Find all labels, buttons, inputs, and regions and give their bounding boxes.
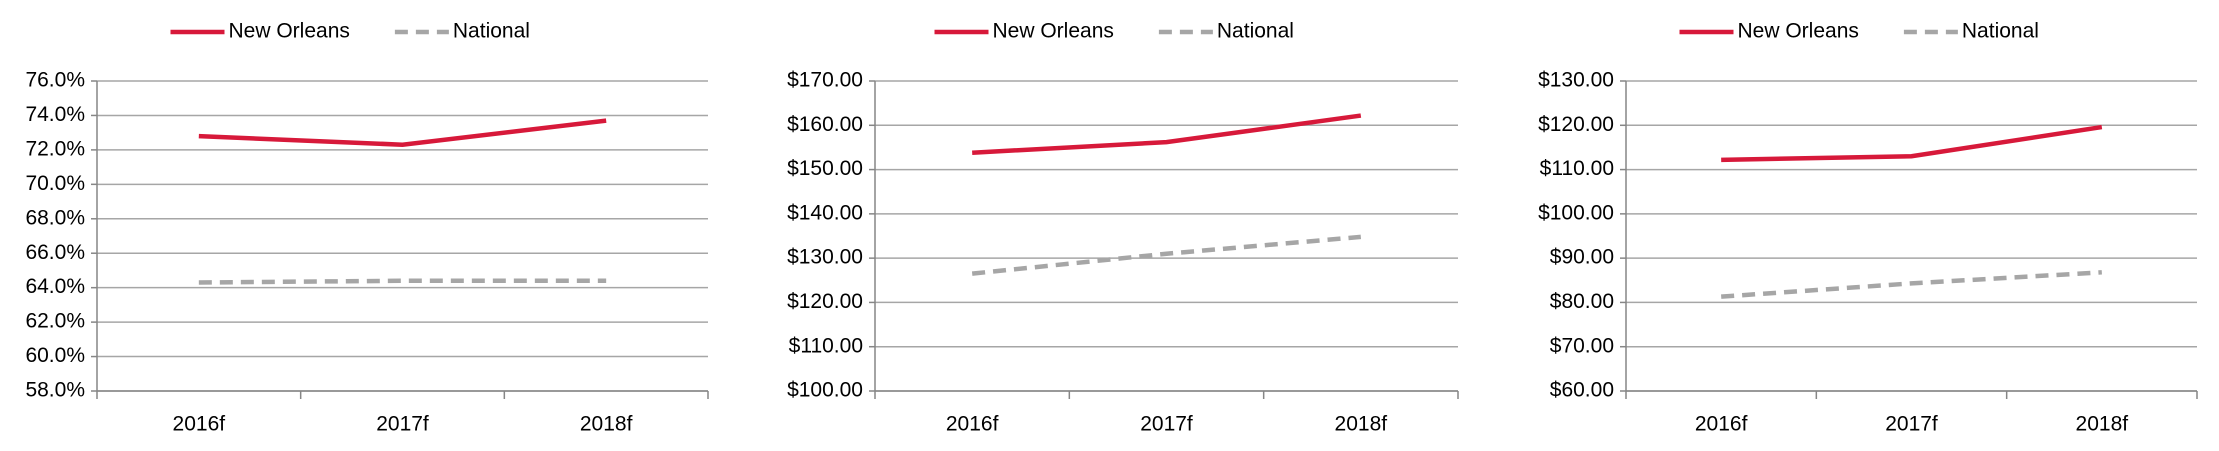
y-tick-label: $150.00 [787,157,863,180]
x-tick-label: 2016f [173,413,226,436]
y-tick-label: $130.00 [1538,69,1614,92]
series-line [1721,270,2102,299]
legend-label: National [1217,20,1294,43]
x-tick-label: 2017f [1885,413,1938,436]
series-line [1721,124,2103,163]
y-tick-label: 72.0% [25,137,85,160]
legend-label: National [1962,20,2039,43]
y-tick-label: $110.00 [789,334,863,357]
y-tick-label: $170.00 [787,69,863,92]
series-line [198,118,607,147]
y-tick-label: $160.00 [787,113,863,136]
legend-label: New Orleans [1738,20,1859,43]
y-tick-label: 58.0% [25,379,85,402]
y-tick-label: 66.0% [25,241,85,264]
y-tick-label: 62.0% [25,310,85,333]
y-tick-label: $90.00 [1550,246,1614,269]
y-tick-label: $120.00 [787,290,863,313]
y-tick-label: 68.0% [25,206,85,229]
x-tick-label: 2017f [376,413,429,436]
x-tick-label: 2016f [1695,413,1748,436]
x-tick-label: 2016f [946,413,999,436]
series-line [971,234,1362,276]
x-tick-label: 2018f [580,413,633,436]
y-tick-label: $100.00 [787,379,863,402]
x-tick-label: 2018f [1335,413,1388,436]
series-line [972,113,1362,155]
y-tick-label: $80.00 [1550,290,1614,313]
y-tick-label: $70.00 [1550,334,1614,357]
x-tick-label: 2017f [1140,413,1193,436]
y-tick-label: 64.0% [25,275,85,298]
legend-label: New Orleans [229,20,350,43]
y-tick-label: $120.00 [1538,113,1614,136]
y-tick-label: 76.0% [25,69,85,92]
legend-label: New Orleans [993,20,1114,43]
legend-label: National [453,20,530,43]
x-tick-label: 2018f [2076,413,2129,436]
y-tick-label: $110.00 [1540,157,1614,180]
y-tick-label: 60.0% [25,344,85,367]
series-line [198,278,607,285]
y-tick-label: $140.00 [787,201,863,224]
y-tick-label: $60.00 [1550,379,1614,402]
y-tick-label: 74.0% [25,103,85,126]
y-tick-label: $100.00 [1538,201,1614,224]
y-tick-label: 70.0% [25,172,85,195]
y-tick-label: $130.00 [787,246,863,269]
